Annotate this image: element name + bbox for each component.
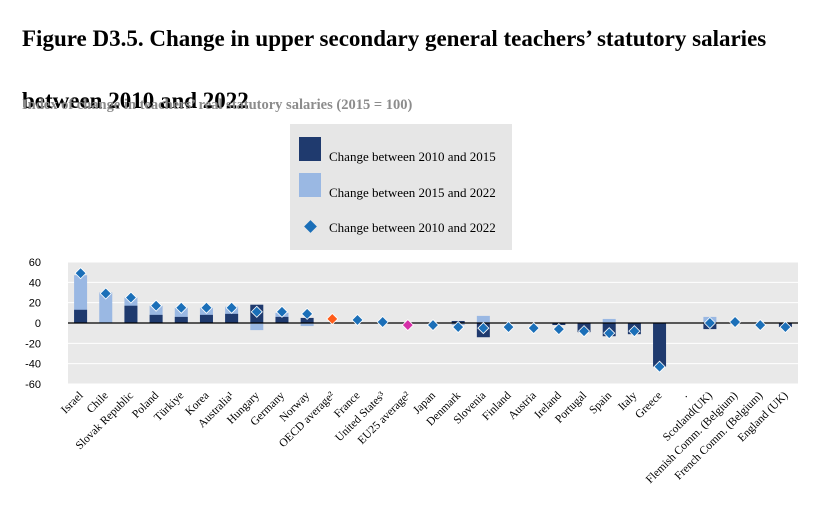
y-tick-label: -60 — [25, 379, 41, 391]
diamond-marker — [250, 305, 263, 318]
y-tick-label: 0 — [35, 318, 41, 330]
bar-2010-2015 — [300, 317, 314, 323]
legend-label-2010-2015: Change between 2010 and 2015 — [329, 149, 496, 164]
bar-2010-2015 — [74, 309, 88, 323]
diamond-marker — [502, 321, 515, 334]
diamond-marker — [552, 323, 565, 336]
diamond-marker — [351, 313, 364, 327]
bar-2015-2022 — [476, 315, 490, 323]
diamond-marker — [729, 315, 742, 329]
diamond-marker — [124, 291, 137, 304]
bar-2015-2022 — [602, 318, 616, 323]
diamond-marker — [426, 318, 440, 332]
legend-swatch-2010-2015 — [299, 137, 321, 161]
y-tick-label: -20 — [25, 338, 41, 350]
diamonds — [74, 267, 792, 373]
diamond-marker — [225, 301, 238, 314]
diamond-marker — [275, 305, 289, 318]
diamond-marker — [703, 316, 716, 330]
bar-2010-2015 — [124, 305, 138, 323]
bar-2010-2015 — [149, 314, 163, 323]
diamond-marker — [99, 287, 112, 300]
diamond-marker — [376, 315, 389, 329]
diamond-marker — [477, 322, 490, 335]
bar-2015-2022 — [99, 292, 113, 323]
x-category-label: Austria — [506, 390, 538, 422]
legend-label-2015-2022: Change between 2015 and 2022 — [329, 185, 496, 200]
diamond-marker — [452, 321, 465, 334]
diamond-marker — [628, 325, 641, 338]
chart-title: Figure D3.5. Change in upper secondary g… — [22, 26, 767, 113]
diamond-marker — [577, 325, 591, 338]
bar-2010-2015 — [174, 316, 188, 323]
x-category-label: Greece — [633, 390, 665, 422]
x-category-label: Finland — [480, 389, 514, 423]
diamond-marker — [74, 267, 87, 280]
diamond-marker — [175, 301, 188, 314]
y-tick-label: -40 — [25, 359, 41, 371]
bar-2010-2015 — [199, 314, 213, 323]
y-tick-label: 20 — [29, 298, 41, 310]
gridlines — [68, 261, 798, 385]
x-category-label: Spain — [587, 389, 614, 416]
bar-2010-2015 — [225, 313, 239, 323]
bar-2010-2015 — [653, 323, 667, 367]
diamond-marker — [200, 301, 213, 314]
y-tick-label: 60 — [29, 257, 41, 269]
diamond-marker — [527, 322, 540, 335]
legend-swatch-2015-2022 — [299, 173, 321, 197]
diamond-marker — [653, 360, 666, 373]
diamond-marker — [326, 312, 339, 325]
legend-label-2010-2022: Change between 2010 and 2022 — [329, 220, 496, 235]
bar-2015-2022 — [300, 323, 314, 327]
bar-2015-2022 — [250, 323, 264, 331]
diamond-marker — [150, 299, 163, 312]
y-axis: 60 40 20 0 -20 -40 -60 — [25, 257, 41, 391]
diamond-marker — [603, 327, 616, 340]
bar-2010-2015 — [275, 316, 289, 323]
chart-subtitle: Index of change in teachers’ real statut… — [22, 97, 413, 113]
diamond-marker — [301, 307, 314, 320]
x-category-label: . — [679, 390, 690, 401]
legend: Change between 2010 and 2015 Change betw… — [290, 124, 512, 250]
diamond-marker — [754, 318, 767, 332]
x-category-label: Israel — [59, 390, 86, 417]
y-tick-label: 40 — [29, 277, 41, 289]
diamond-marker — [779, 321, 792, 334]
diamond-marker — [401, 318, 414, 332]
